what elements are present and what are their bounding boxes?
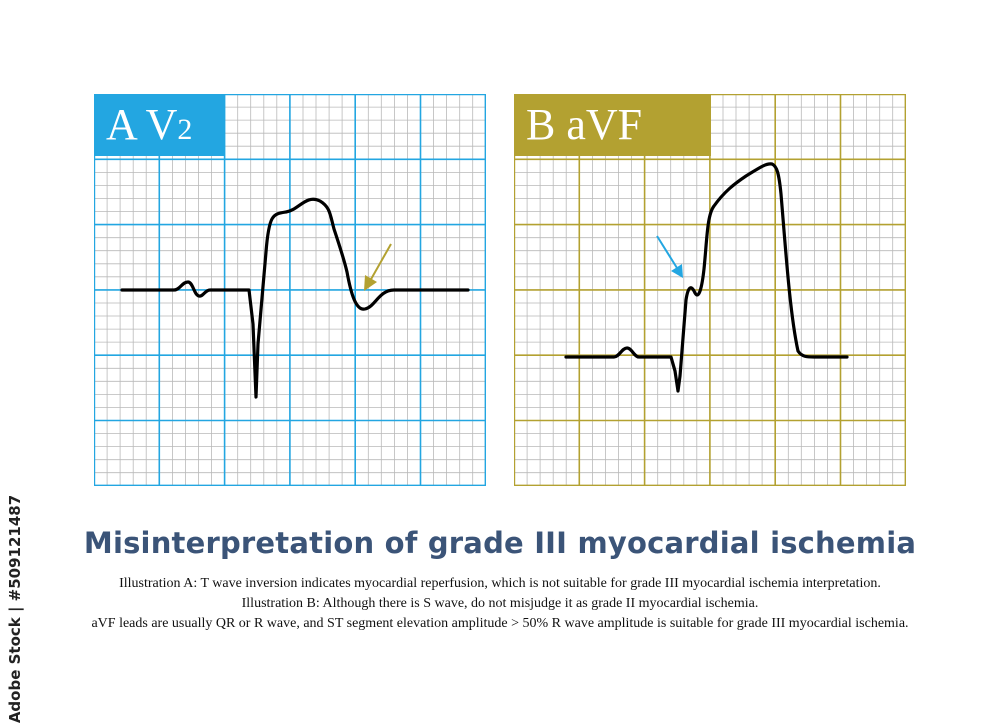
stock-watermark-id: Adobe Stock | #509121487: [6, 494, 24, 724]
caption-illustration-b: Illustration B: Although there is S wave…: [241, 596, 759, 611]
arrow-down-right-icon: [656, 235, 683, 278]
panel-b-label: B aVF: [514, 94, 711, 156]
ecg-trace-v2: [120, 197, 470, 399]
panel-a-lead-subscript: 2: [177, 113, 193, 146]
ecg-panel-b: B aVF: [514, 94, 906, 486]
panel-b-letter: B: [526, 100, 556, 149]
arrow-down-left-icon: [364, 243, 392, 291]
panel-a-label: A V2: [94, 94, 225, 156]
caption-avf-note: aVF leads are usually QR or R wave, and …: [91, 616, 909, 631]
panel-b-lead: aVF: [566, 100, 643, 149]
panel-a-lead: V: [145, 100, 178, 149]
caption-illustration-a: Illustration A: T wave inversion indicat…: [119, 576, 881, 591]
ecg-trace-avf: [564, 162, 849, 393]
page-title: Misinterpretation of grade III myocardia…: [83, 526, 917, 560]
panel-a-letter: A: [106, 100, 136, 149]
ecg-grid-avf: [514, 94, 906, 486]
ecg-panel-a: A V2: [94, 94, 486, 486]
